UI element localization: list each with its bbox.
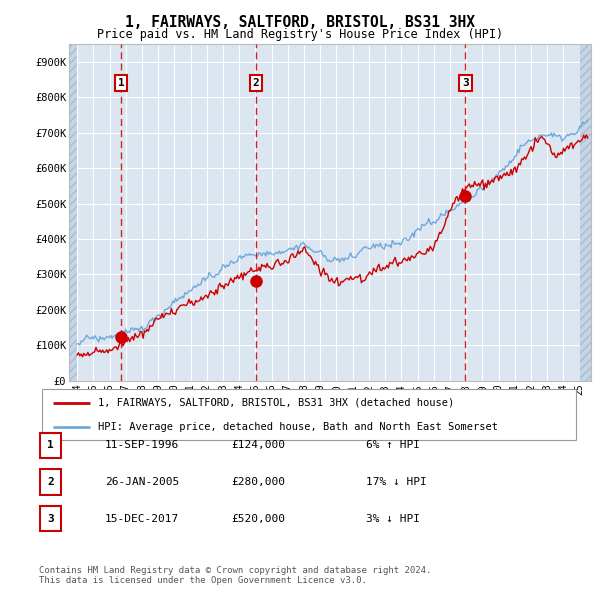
Text: £124,000: £124,000 <box>231 441 285 450</box>
Text: 3: 3 <box>462 78 469 88</box>
Text: 2: 2 <box>47 477 54 487</box>
Text: HPI: Average price, detached house, Bath and North East Somerset: HPI: Average price, detached house, Bath… <box>98 422 498 432</box>
Text: 15-DEC-2017: 15-DEC-2017 <box>105 514 179 523</box>
Text: £520,000: £520,000 <box>231 514 285 523</box>
Text: 1: 1 <box>47 441 54 450</box>
Text: 1, FAIRWAYS, SALTFORD, BRISTOL, BS31 3HX (detached house): 1, FAIRWAYS, SALTFORD, BRISTOL, BS31 3HX… <box>98 398 454 408</box>
Text: Price paid vs. HM Land Registry's House Price Index (HPI): Price paid vs. HM Land Registry's House … <box>97 28 503 41</box>
Text: 1: 1 <box>118 78 124 88</box>
Text: 1, FAIRWAYS, SALTFORD, BRISTOL, BS31 3HX: 1, FAIRWAYS, SALTFORD, BRISTOL, BS31 3HX <box>125 15 475 30</box>
Text: 3% ↓ HPI: 3% ↓ HPI <box>366 514 420 523</box>
Text: 3: 3 <box>47 514 54 523</box>
Text: 6% ↑ HPI: 6% ↑ HPI <box>366 441 420 450</box>
Text: 11-SEP-1996: 11-SEP-1996 <box>105 441 179 450</box>
Text: Contains HM Land Registry data © Crown copyright and database right 2024.
This d: Contains HM Land Registry data © Crown c… <box>39 566 431 585</box>
Text: 2: 2 <box>253 78 260 88</box>
Text: £280,000: £280,000 <box>231 477 285 487</box>
Text: 17% ↓ HPI: 17% ↓ HPI <box>366 477 427 487</box>
Text: 26-JAN-2005: 26-JAN-2005 <box>105 477 179 487</box>
